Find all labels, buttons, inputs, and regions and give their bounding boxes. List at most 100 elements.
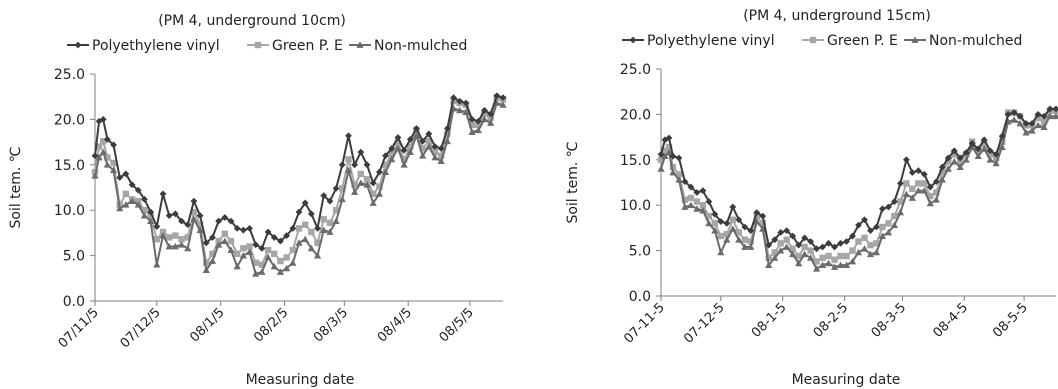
data-point	[499, 94, 507, 102]
data-point	[443, 125, 451, 132]
data-point	[481, 110, 488, 118]
data-point	[902, 190, 910, 198]
data-point	[388, 145, 396, 152]
data-point	[1010, 116, 1018, 123]
data-point	[95, 153, 103, 161]
data-point	[147, 208, 155, 216]
data-point	[480, 115, 489, 123]
data-point	[153, 261, 161, 268]
legend-marker	[629, 36, 637, 44]
data-point	[344, 166, 353, 174]
data-point	[831, 256, 838, 263]
data-point	[693, 189, 701, 196]
data-point	[980, 145, 988, 152]
data-point	[301, 199, 309, 207]
data-point	[109, 166, 118, 174]
data-point	[927, 192, 934, 200]
data-point	[723, 236, 731, 243]
data-point	[938, 163, 946, 171]
data-point	[100, 137, 107, 145]
data-point	[873, 223, 880, 231]
data-point	[283, 264, 291, 272]
data-point	[375, 190, 383, 197]
data-point	[951, 151, 958, 158]
data-point	[747, 227, 755, 235]
data-point	[227, 217, 235, 225]
data-point	[487, 119, 495, 126]
data-point	[116, 204, 124, 212]
legend-label: Polyethylene vinyl	[647, 33, 775, 49]
data-point	[759, 212, 767, 220]
data-point	[885, 220, 892, 227]
data-point	[363, 176, 371, 183]
data-point	[376, 183, 383, 190]
data-point	[487, 114, 494, 121]
data-point	[974, 145, 982, 153]
data-point	[437, 152, 445, 159]
data-point	[753, 217, 761, 225]
data-point	[687, 183, 695, 191]
data-point	[301, 221, 309, 228]
data-point	[777, 240, 784, 247]
data-point	[431, 143, 439, 151]
data-point	[665, 143, 673, 151]
data-point	[91, 172, 99, 179]
data-point	[795, 241, 803, 249]
data-point	[879, 223, 886, 231]
data-point	[813, 245, 821, 253]
data-point	[1016, 119, 1024, 127]
data-point	[208, 257, 217, 264]
data-point	[1028, 127, 1036, 134]
data-point	[705, 198, 713, 205]
data-point	[171, 242, 179, 250]
x-tick-label: 08-2-5	[811, 300, 852, 341]
legend-marker	[254, 41, 262, 49]
data-point	[171, 210, 179, 218]
data-point	[1028, 120, 1036, 127]
data-point	[699, 207, 707, 214]
data-point	[735, 229, 743, 236]
data-point	[184, 244, 192, 252]
data-point	[819, 254, 826, 262]
y-tick-label: 10.0	[54, 203, 85, 219]
data-point	[91, 152, 99, 160]
data-point	[783, 236, 790, 243]
data-point	[1040, 112, 1048, 120]
data-point	[681, 203, 689, 210]
data-point	[759, 220, 766, 227]
data-point	[252, 270, 260, 277]
x-tick-label: 08/5/5	[437, 305, 477, 345]
data-point	[711, 220, 719, 227]
data-point	[141, 195, 148, 203]
legend-label: Non-mulched	[929, 33, 1022, 49]
data-point	[474, 126, 482, 134]
data-point	[295, 239, 303, 246]
data-point	[357, 148, 365, 156]
data-point	[394, 139, 402, 147]
data-point	[221, 230, 229, 238]
data-point	[209, 234, 216, 241]
data-point	[326, 197, 334, 205]
data-point	[122, 170, 130, 178]
data-point	[920, 170, 928, 178]
data-point	[493, 92, 501, 100]
data-point	[1034, 114, 1042, 122]
legend-label: Green P. E	[272, 38, 343, 54]
data-point	[908, 169, 916, 176]
data-point	[753, 212, 760, 220]
data-point	[807, 254, 815, 261]
data-point	[147, 217, 155, 224]
data-point	[980, 136, 988, 144]
data-point	[95, 117, 103, 125]
data-point	[283, 232, 291, 240]
data-point	[104, 154, 111, 161]
data-point	[381, 168, 390, 175]
data-point	[777, 247, 785, 254]
y-tick-label: 0.0	[63, 294, 85, 310]
data-point	[493, 99, 501, 106]
data-point	[419, 137, 427, 145]
data-point	[203, 259, 210, 267]
data-point	[264, 253, 272, 261]
data-point	[789, 245, 796, 252]
data-point	[165, 234, 173, 241]
